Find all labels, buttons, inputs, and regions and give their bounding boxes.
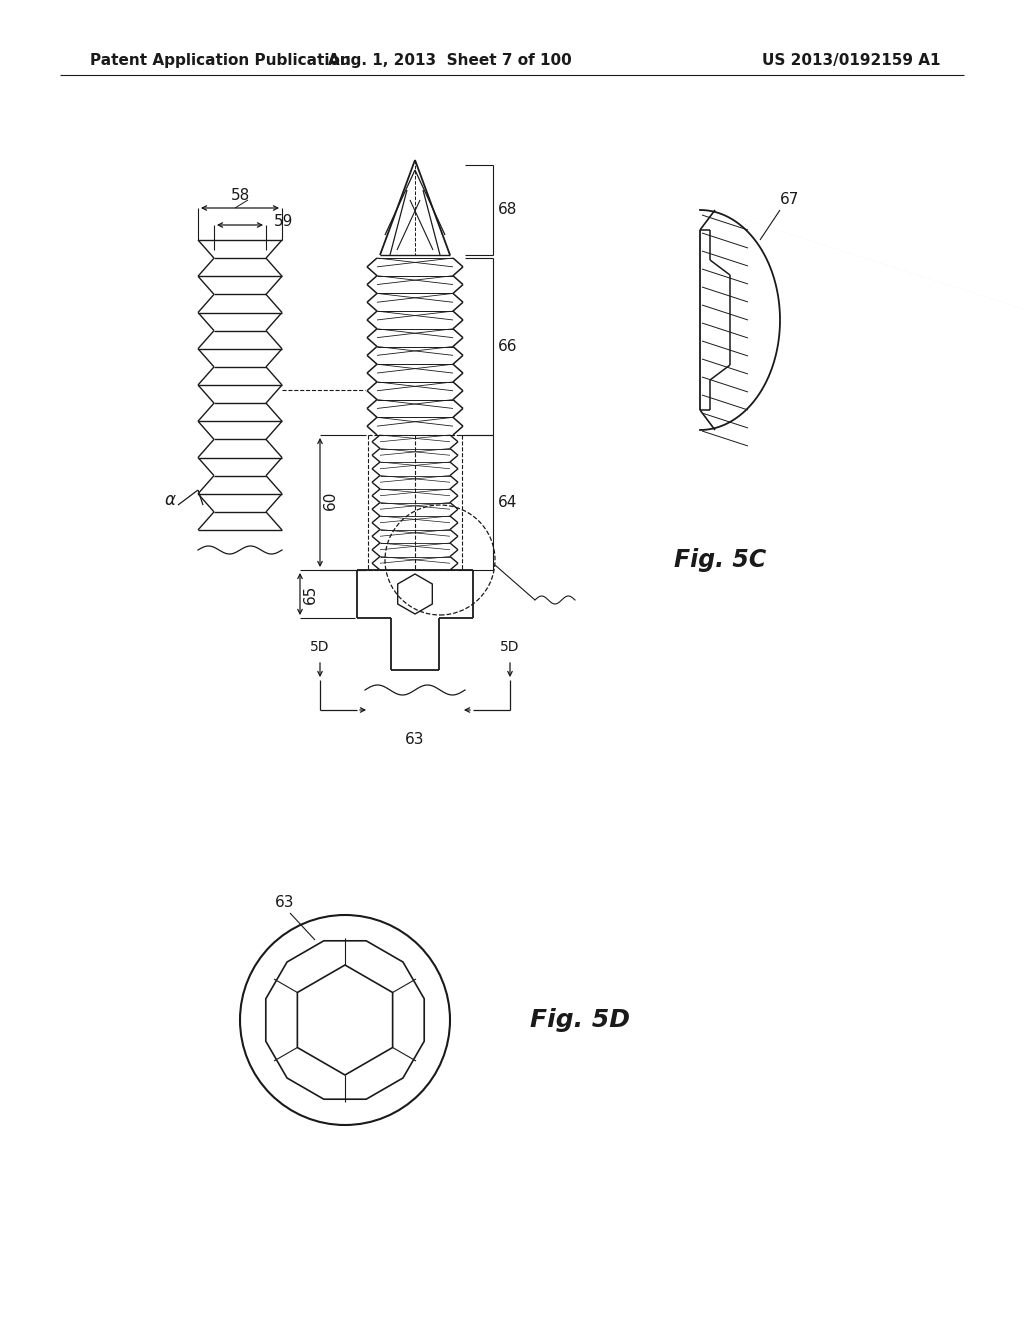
Text: 63: 63: [275, 895, 295, 909]
Text: 59: 59: [274, 214, 293, 230]
Text: 65: 65: [303, 585, 318, 603]
Text: Fig. 5D: Fig. 5D: [530, 1008, 630, 1032]
Text: 60: 60: [323, 490, 338, 510]
Text: 66: 66: [498, 339, 517, 354]
Text: 63: 63: [406, 733, 425, 747]
Text: 5D: 5D: [310, 640, 330, 653]
Text: $\alpha$: $\alpha$: [164, 491, 176, 510]
Text: 5D: 5D: [501, 640, 520, 653]
Text: 58: 58: [230, 187, 250, 202]
Text: 67: 67: [780, 193, 800, 207]
Text: 68: 68: [498, 202, 517, 218]
Text: US 2013/0192159 A1: US 2013/0192159 A1: [762, 53, 940, 67]
Text: Aug. 1, 2013  Sheet 7 of 100: Aug. 1, 2013 Sheet 7 of 100: [328, 53, 571, 67]
Text: Patent Application Publication: Patent Application Publication: [90, 53, 351, 67]
Text: Fig. 5C: Fig. 5C: [674, 548, 766, 572]
Text: 64: 64: [498, 495, 517, 510]
